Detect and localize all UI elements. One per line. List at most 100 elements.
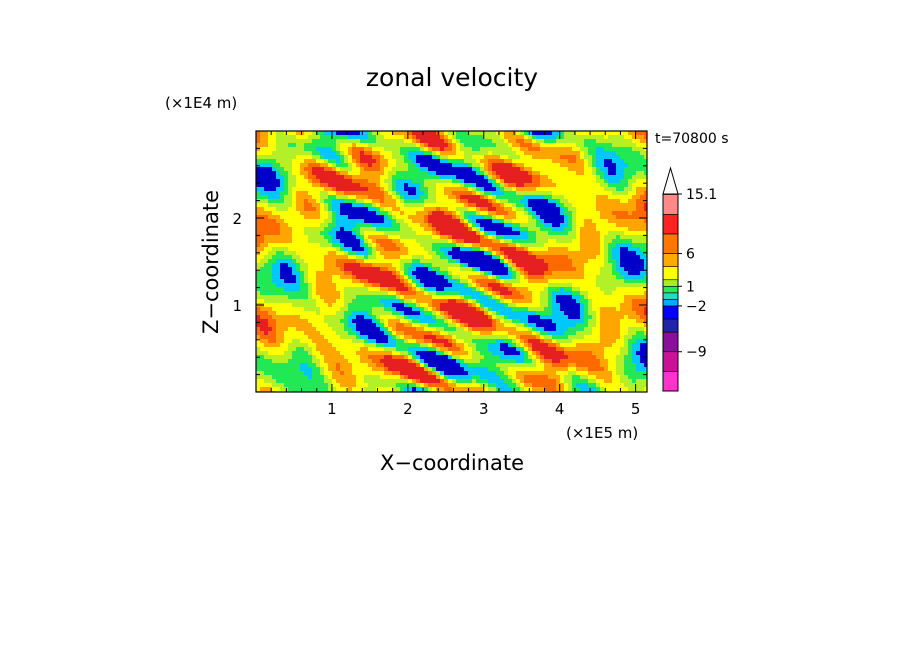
field-cell [596,283,601,288]
field-cell [644,179,647,184]
field-cell [428,203,433,208]
field-cell [456,275,461,280]
field-cell [392,255,397,260]
field-cell [400,307,405,312]
field-cell [328,143,333,148]
field-cell [304,187,309,192]
field-cell [628,159,633,164]
field-cell [540,231,545,236]
field-cell [444,175,449,180]
field-cell [368,295,373,300]
field-cell [264,331,269,336]
field-cell [396,251,401,256]
field-cell [440,207,445,212]
field-cell [512,315,517,320]
field-cell [440,163,445,168]
field-cell [584,143,589,148]
field-cell [592,307,597,312]
field-cell [288,199,293,204]
field-cell [624,243,629,248]
field-cell [284,235,289,240]
field-cell [564,319,569,324]
field-cell [508,299,513,304]
field-cell [436,163,441,168]
field-cell [316,159,321,164]
field-cell [560,275,565,280]
field-cell [424,239,429,244]
field-cell [536,159,541,164]
field-cell [588,215,593,220]
field-cell [448,195,453,200]
field-cell [480,175,485,180]
field-cell [448,299,453,304]
field-cell [368,179,373,184]
field-cell [472,231,477,236]
field-cell [468,275,473,280]
field-cell [316,219,321,224]
field-cell [332,147,337,152]
field-cell [408,215,413,220]
field-cell [628,243,633,248]
field-cell [624,203,629,208]
field-cell [592,159,597,164]
field-cell [340,175,345,180]
field-cell [364,231,369,236]
field-cell [416,315,421,320]
field-cell [548,147,553,152]
field-cell [304,291,309,296]
field-cell [520,235,525,240]
field-cell [536,247,541,252]
field-cell [532,303,537,308]
field-cell [484,135,489,140]
field-cell [456,167,461,172]
field-cell [548,275,553,280]
field-cell [568,291,573,296]
field-cell [596,139,601,144]
field-cell [384,155,389,160]
field-cell [348,303,353,308]
field-cell [484,271,489,276]
field-cell [616,155,621,160]
field-cell [388,323,393,328]
field-cell [432,275,437,280]
field-cell [616,307,621,312]
field-cell [564,203,569,208]
field-cell [456,311,461,316]
field-cell [292,331,297,336]
field-cell [308,171,313,176]
field-cell [488,291,493,296]
field-cell [512,235,517,240]
field-cell [624,287,629,292]
field-cell [332,239,337,244]
field-cell [296,327,301,332]
field-cell [576,303,581,308]
field-cell [344,271,349,276]
field-cell [304,231,309,236]
field-cell [308,203,313,208]
field-cell [644,291,647,296]
field-cell [432,199,437,204]
field-cell [528,139,533,144]
field-cell [480,275,485,280]
field-cell [628,267,633,272]
field-cell [480,267,485,272]
field-cell [572,263,577,268]
field-cell [412,291,417,296]
field-cell [264,187,269,192]
field-cell [340,243,345,248]
field-cell [576,275,581,280]
field-cell [544,319,549,324]
field-cell [448,235,453,240]
field-cell [620,259,625,264]
field-cell [408,327,413,332]
field-cell [272,223,277,228]
field-cell [580,223,585,228]
field-cell [420,287,425,292]
field-cell [396,135,401,140]
field-cell [612,155,617,160]
field-cell [512,175,517,180]
field-cell [540,303,545,308]
field-cell [524,287,529,292]
field-cell [620,223,625,228]
field-cell [412,235,417,240]
